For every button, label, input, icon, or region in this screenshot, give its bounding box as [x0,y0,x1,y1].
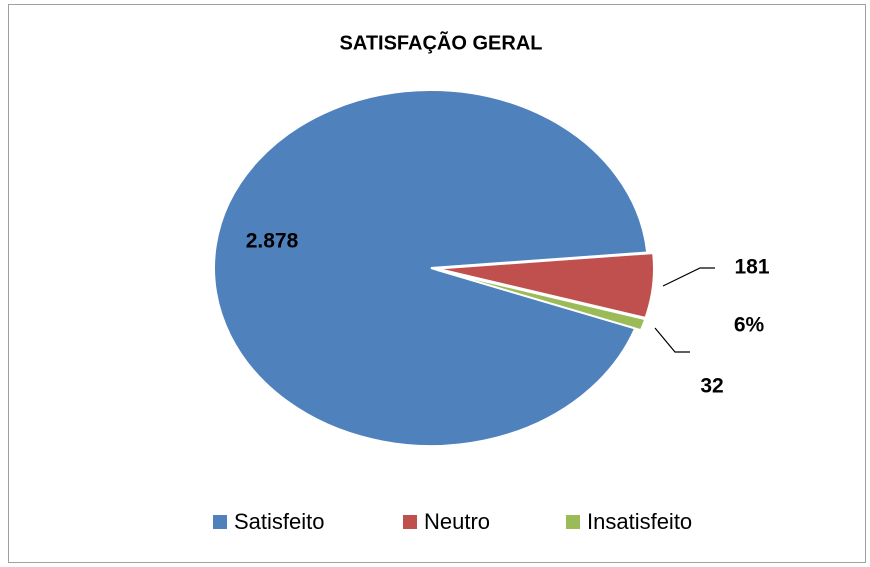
legend-swatch [566,515,580,529]
annotation: 6% [734,314,765,337]
data-label: 181 [734,256,769,279]
data-label: 2.878 [246,230,299,253]
legend-label: Neutro [424,509,490,534]
legend-swatch [403,515,417,529]
data-label: 32 [700,375,723,398]
legend-label: Insatisfeito [587,509,692,534]
legend-label: Satisfeito [234,509,325,534]
legend-swatch [213,515,227,529]
leader-line [662,267,715,287]
pie-slice [436,251,655,320]
pie-slice [213,89,649,447]
leader-line [654,327,690,353]
pie-slice [436,268,647,332]
chart-title: SATISFAÇÃO GERAL [340,31,543,54]
